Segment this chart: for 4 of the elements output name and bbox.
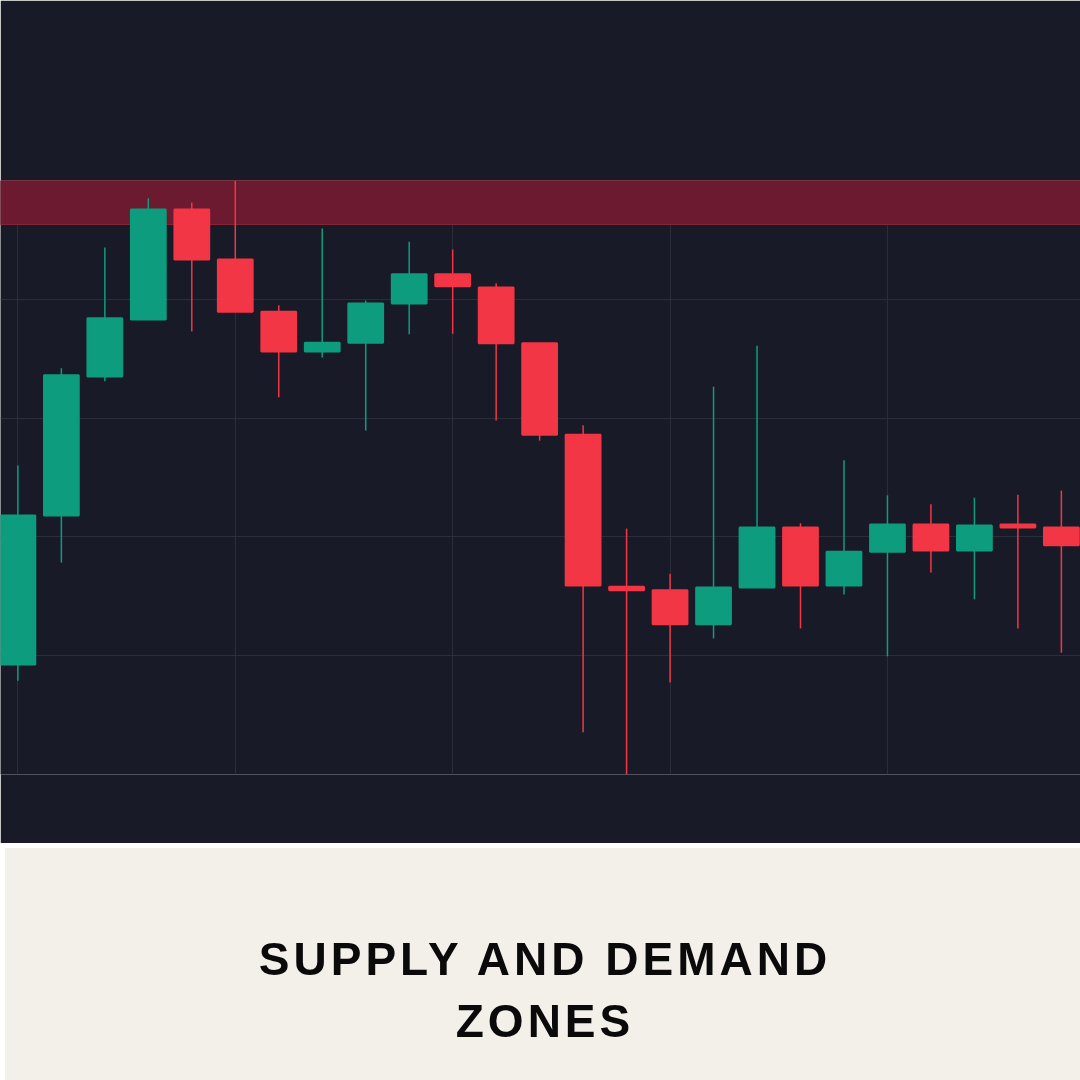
candlestick [303,227,341,359]
text: SUPPLY AND DEMAND ZONES [257,932,833,1050]
candlestick [608,527,645,775]
candlestick [999,493,1037,630]
